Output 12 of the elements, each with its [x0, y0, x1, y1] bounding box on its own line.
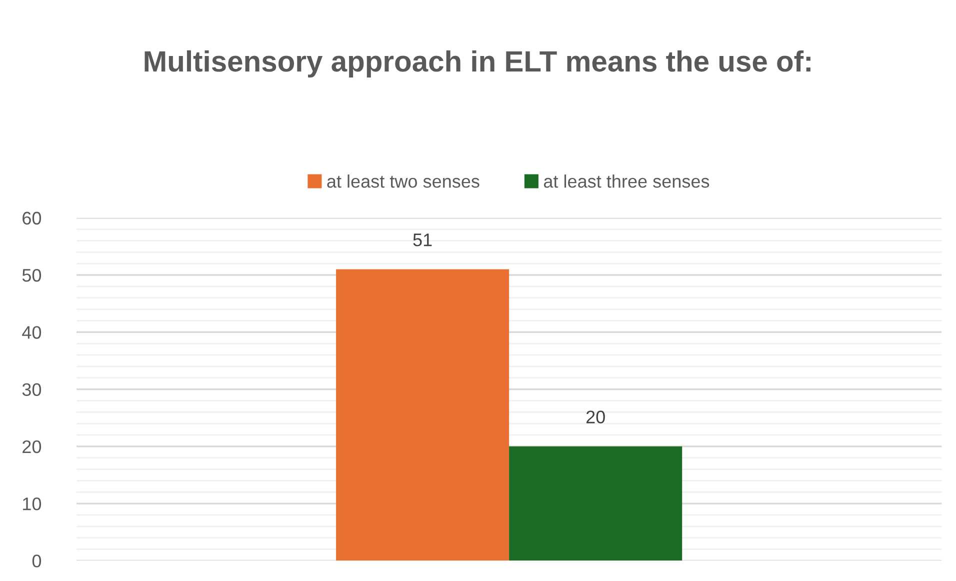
legend-label: at least two senses [327, 174, 480, 188]
y-tick-label: 0 [32, 554, 42, 568]
y-tick-label: 20 [22, 440, 42, 454]
y-tick-label: 30 [22, 383, 42, 396]
y-tick-label: 60 [22, 212, 42, 225]
data-label: 20 [586, 410, 605, 424]
y-tick-label: 40 [22, 326, 42, 339]
data-label: 51 [413, 234, 432, 246]
y-tick-label: 50 [22, 268, 42, 282]
y-tick-label: 10 [23, 497, 42, 510]
legend-label: at least three senses [544, 174, 710, 188]
chart-title: Multisensory approach in ELT means the use of: [144, 50, 810, 78]
